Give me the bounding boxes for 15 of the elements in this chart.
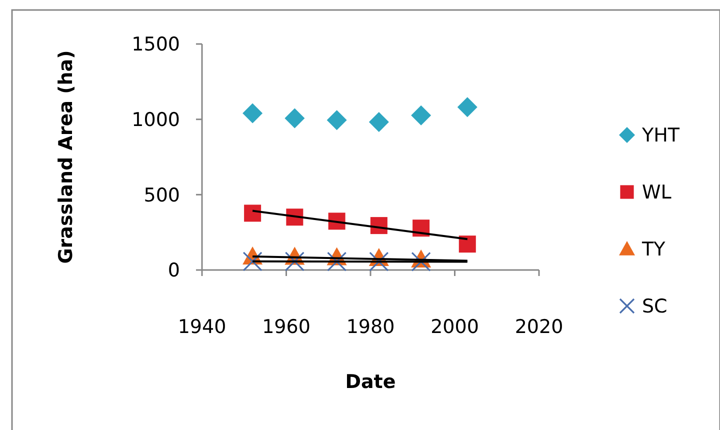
y-tick-label: 0: [168, 260, 180, 282]
x-tick-label: 1980: [346, 316, 395, 338]
y-axis-title: Grassland Area (ha): [55, 50, 77, 264]
x-tick-label: 2020: [514, 316, 564, 338]
x-axis-title: Date: [345, 371, 396, 393]
x-tick-label: 1960: [262, 316, 310, 338]
y-tick-label: 1500: [132, 34, 180, 56]
legend-label: YHT: [641, 124, 680, 147]
legend-label: SC: [642, 296, 668, 318]
y-tick-label: 1000: [132, 108, 180, 131]
x-tick-label: 2000: [430, 316, 479, 338]
legend-label: TY: [641, 238, 666, 261]
y-tick-label: 500: [144, 184, 180, 206]
legend-label: WL: [642, 182, 672, 204]
x-tick-label: 1940: [178, 316, 226, 338]
